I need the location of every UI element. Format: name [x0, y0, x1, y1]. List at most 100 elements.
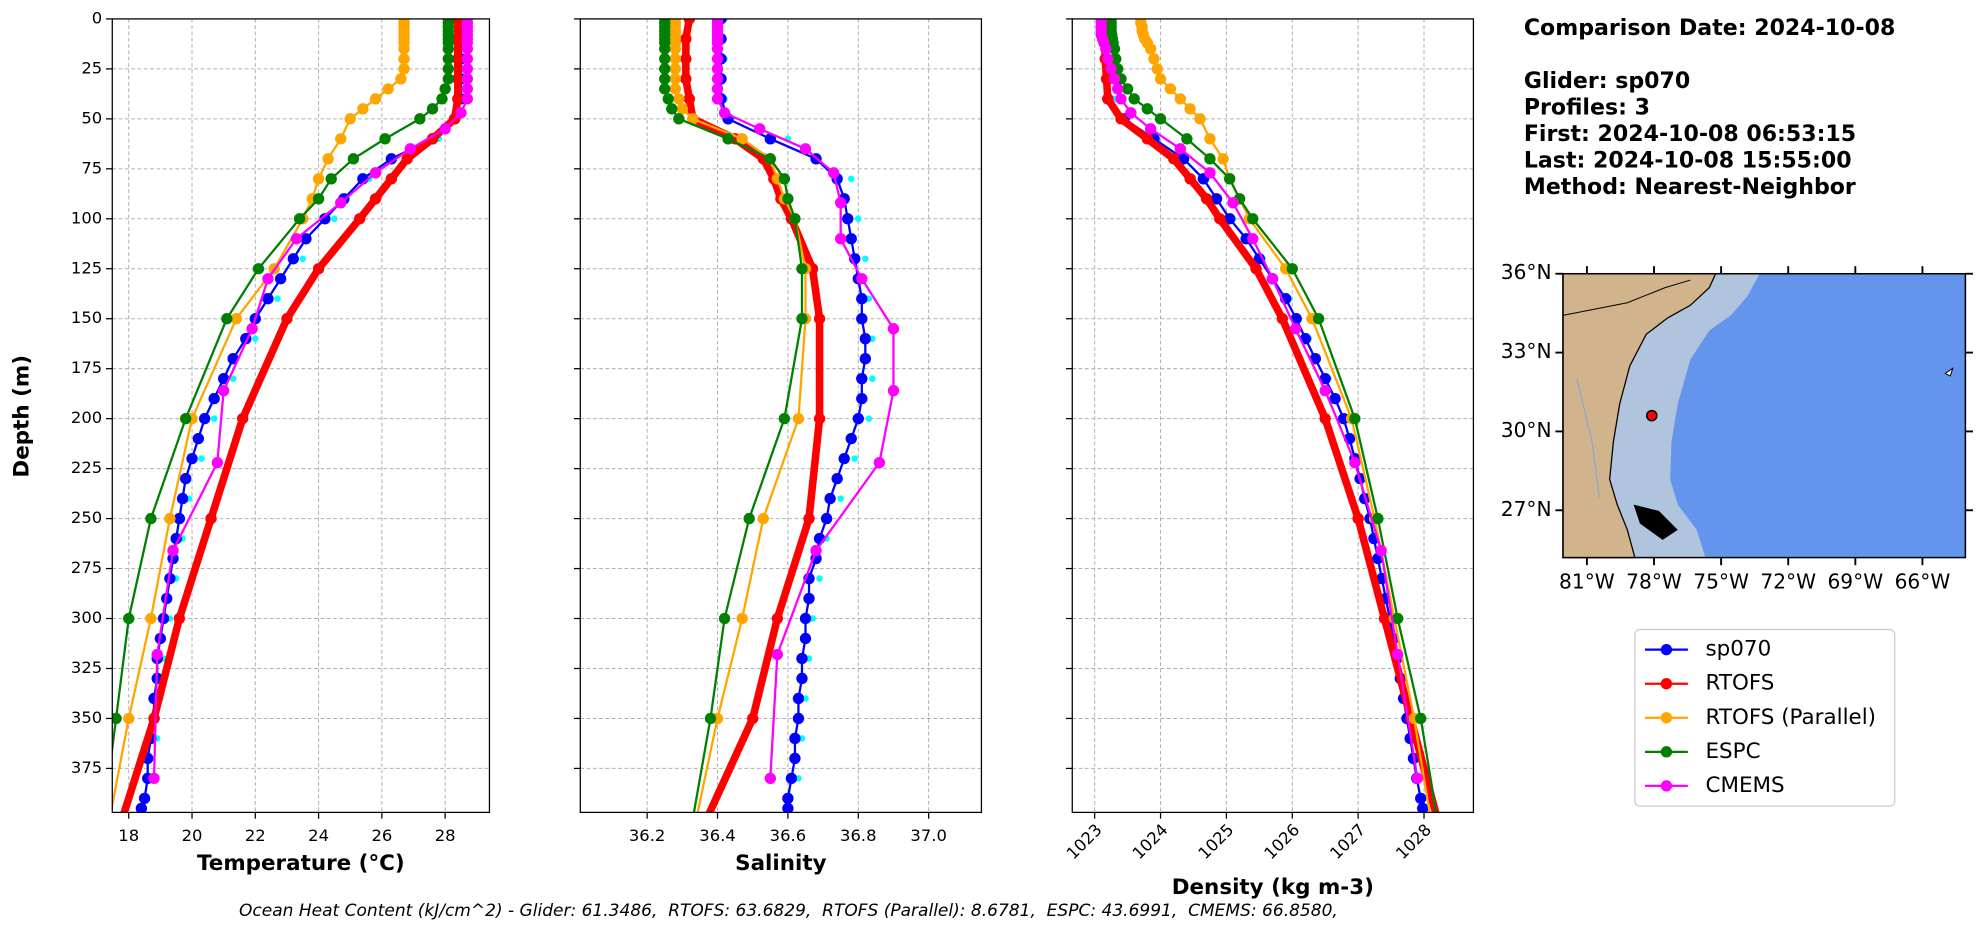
data-marker — [123, 712, 135, 725]
data-marker — [1125, 107, 1137, 119]
x-axis-label: Density (kg m-3) — [1172, 875, 1374, 900]
data-marker — [813, 313, 826, 325]
data-marker — [385, 173, 398, 185]
data-marker — [442, 53, 454, 65]
data-marker — [325, 173, 337, 185]
data-marker — [252, 263, 265, 275]
x-tick-label: 1026 — [1260, 820, 1303, 863]
data-marker — [782, 792, 794, 805]
data-marker — [680, 33, 692, 45]
data-marker — [173, 612, 186, 625]
map-islands — [1633, 504, 1678, 540]
data-marker — [164, 512, 176, 525]
data-marker — [401, 153, 413, 165]
data-marker — [845, 432, 857, 445]
data-marker — [461, 73, 473, 85]
data-marker — [395, 73, 407, 85]
data-marker — [711, 63, 724, 75]
data-marker — [1174, 143, 1186, 155]
data-marker — [796, 313, 808, 325]
map-bermuda — [1944, 367, 1954, 377]
data-marker — [1204, 153, 1216, 165]
data-marker — [123, 612, 135, 625]
data-marker — [1337, 412, 1350, 425]
data-marker — [1391, 612, 1404, 625]
data-marker — [771, 648, 784, 661]
data-marker — [1115, 113, 1127, 125]
info-line: Glider: sp070 — [1524, 69, 1690, 94]
data-marker — [1204, 133, 1216, 145]
data-marker — [754, 123, 766, 135]
data-marker — [1110, 53, 1122, 65]
data-marker — [1375, 544, 1387, 557]
data-marker — [1224, 173, 1236, 185]
data-marker — [1184, 173, 1196, 185]
data-marker — [385, 153, 398, 165]
data-marker — [262, 293, 274, 305]
legend-label: sp070 — [1706, 637, 1772, 662]
data-marker — [834, 233, 847, 245]
data-marker — [426, 133, 439, 145]
data-marker — [1411, 772, 1424, 785]
plot-frame — [1071, 18, 1475, 814]
y-tick-label: 50 — [81, 108, 102, 127]
x-tick-label: 37.0 — [910, 826, 946, 845]
y-tick-label: 150 — [71, 308, 102, 327]
data-marker — [1425, 813, 1436, 824]
map-lon-label: 75°W — [1693, 569, 1749, 593]
data-marker — [1168, 153, 1180, 165]
data-marker — [1312, 313, 1325, 325]
data-marker — [281, 313, 293, 325]
data-marker — [1100, 43, 1112, 55]
x-tick-label: 36.8 — [840, 826, 876, 845]
data-marker — [792, 692, 805, 705]
data-marker — [1100, 73, 1113, 85]
data-marker — [796, 672, 808, 685]
x-tick-label: 18 — [118, 826, 139, 845]
data-marker — [1266, 273, 1279, 285]
data-marker — [842, 213, 854, 225]
data-marker — [211, 456, 224, 469]
y-tick-label: 375 — [71, 758, 102, 777]
data-marker — [722, 133, 734, 145]
data-marker — [167, 552, 179, 565]
data-marker — [354, 213, 366, 225]
data-marker — [856, 273, 868, 285]
data-marker — [1372, 512, 1384, 525]
legend-label: RTOFS — [1706, 671, 1775, 696]
data-marker — [300, 233, 312, 245]
x-tick-label: 36.4 — [699, 826, 735, 845]
data-marker — [442, 73, 454, 85]
y-tick-label: 100 — [71, 208, 102, 227]
plot-frame — [579, 18, 983, 814]
info-line: Method: Nearest-Neighbor — [1524, 175, 1856, 200]
data-marker — [1349, 412, 1361, 425]
data-marker — [1352, 512, 1364, 525]
data-marker — [1432, 813, 1443, 824]
data-marker — [398, 53, 410, 65]
data-marker — [659, 43, 671, 55]
data-marker — [764, 153, 776, 165]
data-marker — [669, 73, 681, 85]
data-marker — [1224, 213, 1236, 225]
data-marker — [452, 53, 464, 65]
data-marker — [135, 802, 148, 813]
legend-label: RTOFS (Parallel) — [1706, 705, 1877, 730]
data-marker — [856, 313, 868, 325]
data-marker — [1151, 63, 1163, 75]
data-marker — [1210, 193, 1223, 205]
data-marker — [1319, 373, 1331, 385]
data-marker — [701, 813, 712, 824]
data-marker — [747, 712, 759, 725]
data-marker — [379, 133, 391, 145]
info-line: Last: 2024-10-08 15:55:00 — [1524, 148, 1852, 173]
data-marker — [683, 18, 696, 25]
data-marker — [711, 53, 724, 65]
data-marker — [873, 456, 886, 469]
data-dot — [869, 375, 876, 382]
data-marker — [1415, 792, 1427, 805]
data-marker — [810, 544, 822, 557]
data-marker — [145, 612, 157, 625]
data-marker — [335, 197, 347, 209]
legend: sp070 RTOFS RTOFS (Parallel) ESPC CMEMS — [1634, 628, 1896, 807]
